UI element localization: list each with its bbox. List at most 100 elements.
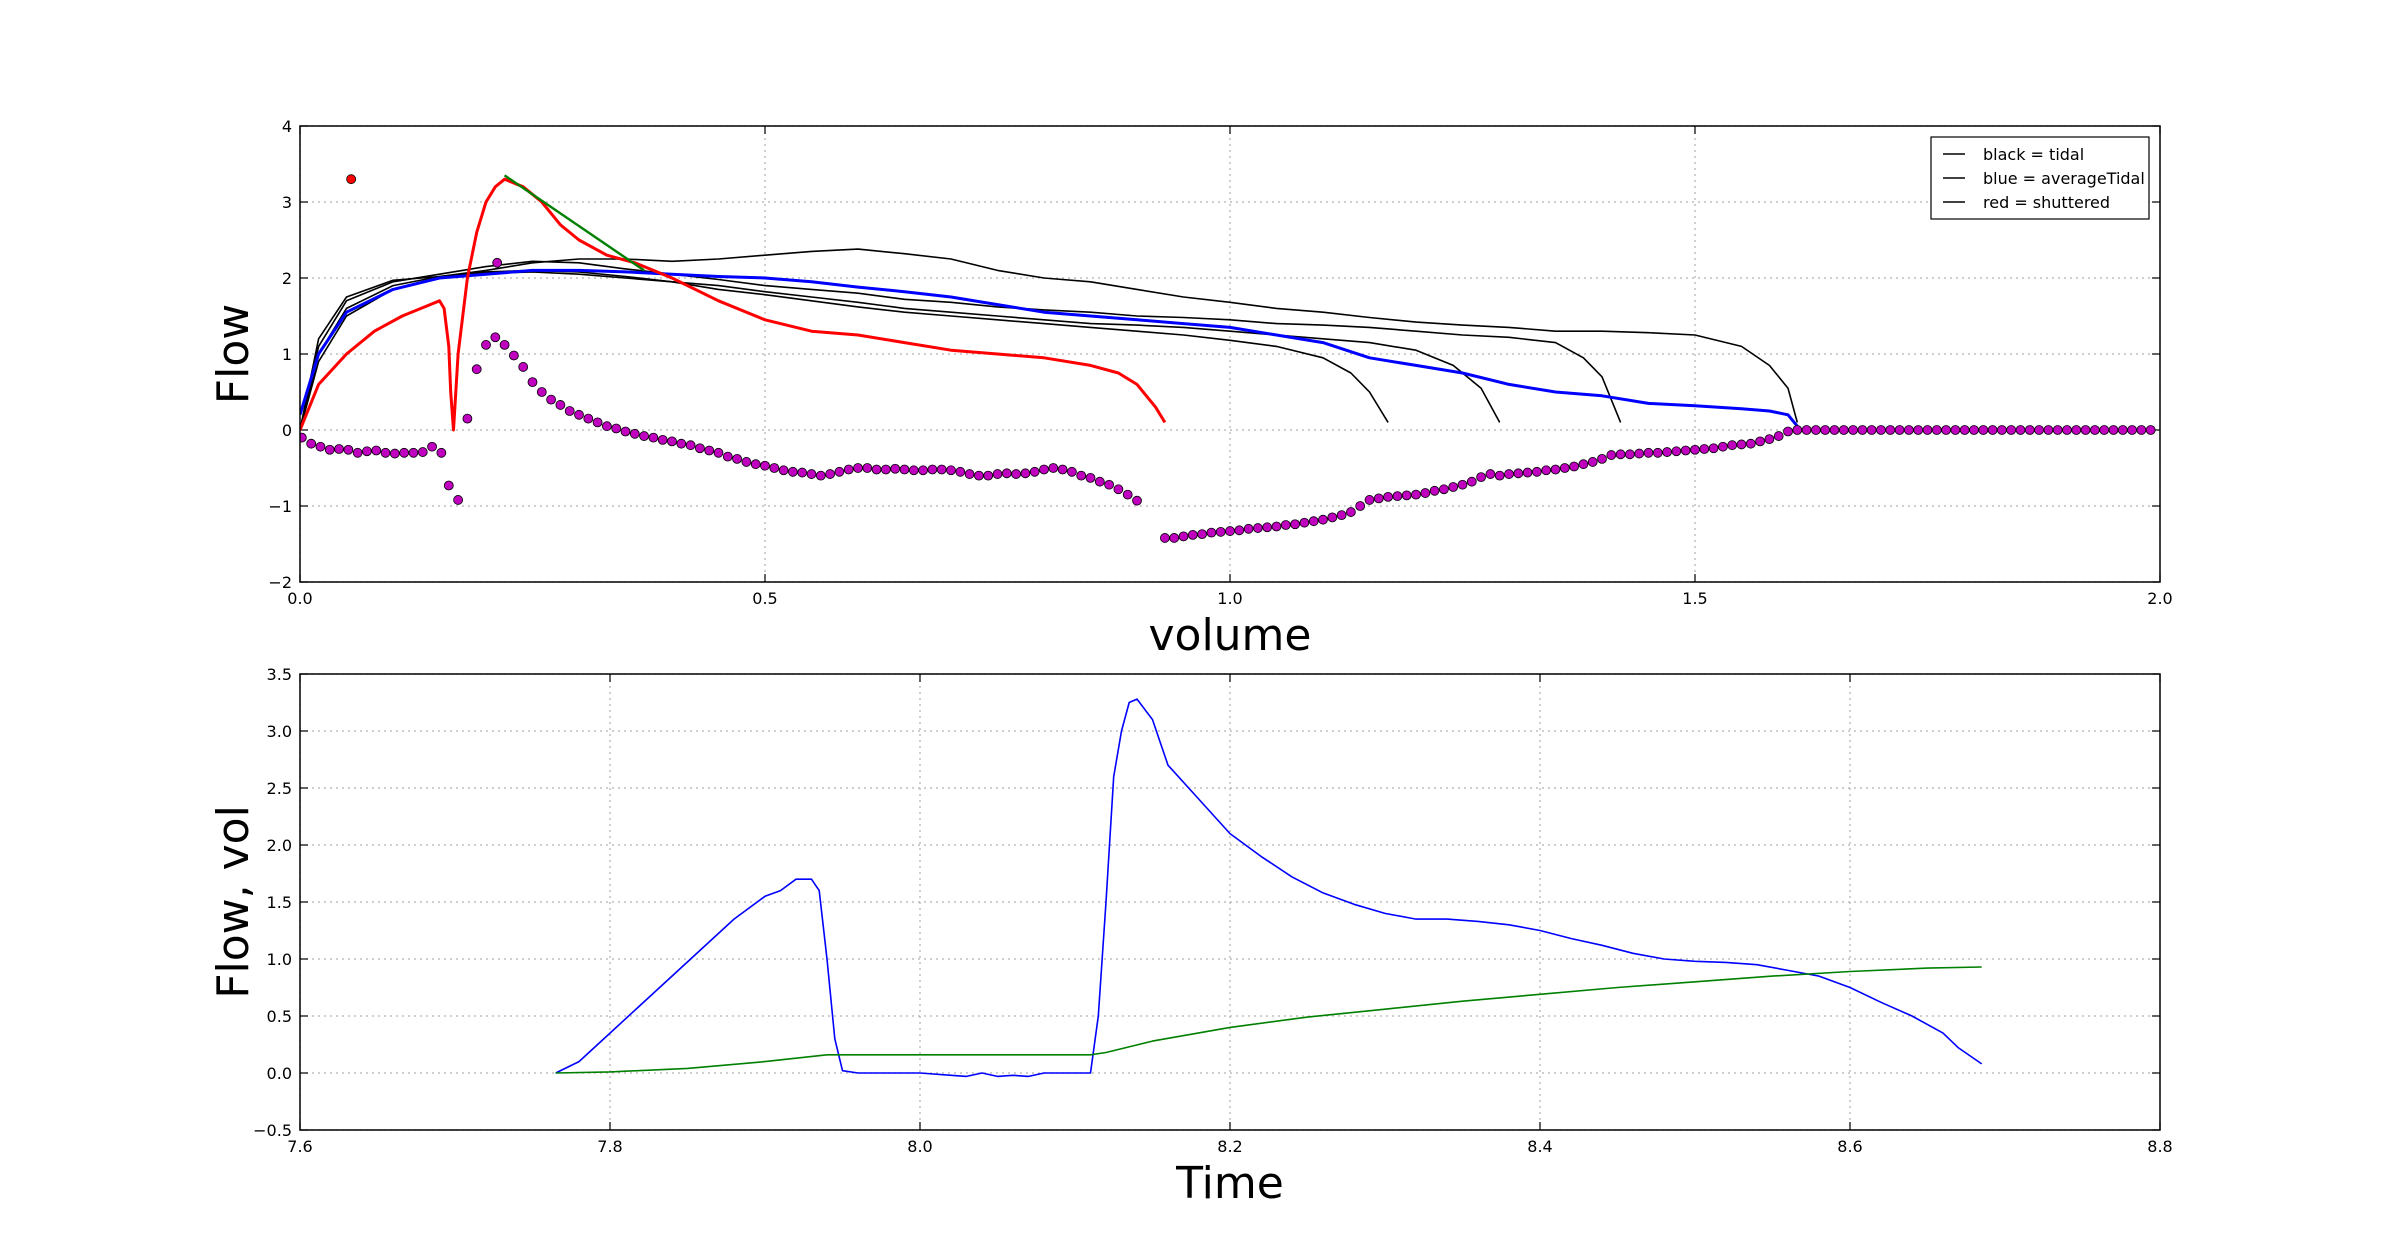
data-point: [300, 432, 307, 443]
data-point: [1373, 493, 1384, 504]
data-point: [1894, 425, 1905, 435]
data-point: [1625, 449, 1635, 460]
data-point: [769, 463, 780, 473]
data-point: [722, 451, 733, 462]
black-series-line: [300, 269, 1501, 431]
data-point: [399, 447, 410, 458]
data-point: [1532, 466, 1542, 477]
data-point: [1829, 425, 1840, 435]
data-point: [648, 432, 659, 443]
data-point: [1067, 466, 1077, 477]
data-point: [1931, 425, 1942, 435]
data-point: [1922, 425, 1933, 435]
bottom-chart: 7.6 7.8 8.0 8.2 8.4 8.6 8.8 −0.5 0.0 0.5 1.0 1.5 2.0…: [208, 665, 2173, 1209]
y-tick-label: −0.5: [253, 1121, 292, 1140]
data-point: [1866, 425, 1877, 435]
data-point: [2145, 425, 2156, 435]
y-tick-label: 3.5: [267, 665, 292, 684]
data-point: [1578, 459, 1589, 470]
data-point: [1987, 425, 1998, 435]
data-point: [2006, 425, 2017, 435]
y-tick-label: 1.5: [267, 893, 292, 912]
data-point: [815, 470, 826, 481]
data-point: [1792, 425, 1803, 435]
data-point: [1811, 425, 1821, 435]
data-point: [927, 464, 938, 475]
data-point: [620, 426, 631, 437]
data-point: [1187, 529, 1198, 540]
x-tick-label: 8.6: [1837, 1137, 1862, 1156]
data-point: [1466, 476, 1477, 487]
data-point: [1076, 470, 1087, 481]
data-point: [574, 409, 584, 420]
data-point: [1690, 444, 1700, 455]
black-series-line: [300, 248, 1799, 431]
data-point: [750, 459, 761, 470]
data-point: [974, 470, 984, 481]
data-point: [389, 448, 400, 459]
data-point: [2043, 425, 2054, 435]
data-point: [1029, 466, 1040, 477]
data-point: [527, 377, 538, 388]
data-point: [2015, 425, 2026, 435]
data-point: [1262, 522, 1273, 533]
data-point: [1801, 425, 1812, 435]
data-point: [918, 465, 928, 476]
data-point: [1559, 463, 1570, 473]
data-point: [1336, 510, 1347, 521]
data-point: [676, 438, 687, 449]
data-point: [490, 332, 501, 343]
data-point: [602, 421, 612, 432]
data-point: [2099, 425, 2110, 435]
x-axis-title: Time: [1175, 1158, 1284, 1209]
data-point: [639, 431, 649, 441]
data-point: [1327, 512, 1338, 523]
data-point: [1718, 441, 1728, 452]
green-series-line: [503, 174, 645, 272]
data-point: [760, 460, 770, 471]
data-point: [362, 446, 372, 457]
data-point: [1104, 479, 1114, 490]
data-point: [992, 469, 1003, 479]
legend-entry: black = tidal: [1983, 145, 2084, 164]
data-point: [1039, 464, 1049, 475]
data-point: [518, 362, 529, 372]
data-point: [667, 436, 677, 447]
data-point: [1504, 469, 1514, 479]
data-point: [1643, 447, 1654, 458]
data-point: [1736, 439, 1747, 450]
legend: black = tidal blue = averageTidal red = sh…: [1930, 136, 2150, 220]
data-point: [1978, 425, 1989, 435]
data-point: [564, 406, 575, 416]
black-series-line: [300, 271, 1389, 431]
data-point: [1745, 438, 1756, 449]
data-point: [306, 438, 317, 449]
data-point: [1857, 425, 1868, 435]
data-point: [1820, 425, 1831, 435]
data-point: [778, 465, 789, 476]
data-point: [843, 464, 854, 475]
data-point: [2062, 425, 2072, 435]
y-tick-label: 0.0: [267, 1064, 292, 1083]
y-tick-label: 0: [282, 421, 292, 440]
data-point: [1680, 445, 1691, 456]
x-tick-label: 1.5: [1682, 589, 1707, 608]
data-point: [629, 428, 640, 439]
data-point: [1764, 434, 1775, 445]
data-point: [443, 480, 454, 491]
data-point: [1206, 527, 1217, 538]
y-tick-label: 1.0: [267, 950, 292, 969]
data-point: [1299, 517, 1310, 528]
data-point: [2034, 425, 2044, 435]
data-point: [1513, 468, 1524, 479]
data-point: [1290, 519, 1300, 530]
data-point: [732, 453, 742, 464]
y-tick-label: 1: [282, 345, 292, 364]
data-point: [1941, 425, 1951, 435]
data-point: [1662, 447, 1672, 457]
data-point: [1708, 443, 1719, 454]
data-point: [1020, 468, 1031, 479]
data-point: [1225, 526, 1235, 536]
data-point: [1439, 484, 1449, 495]
data-point: [346, 174, 357, 185]
